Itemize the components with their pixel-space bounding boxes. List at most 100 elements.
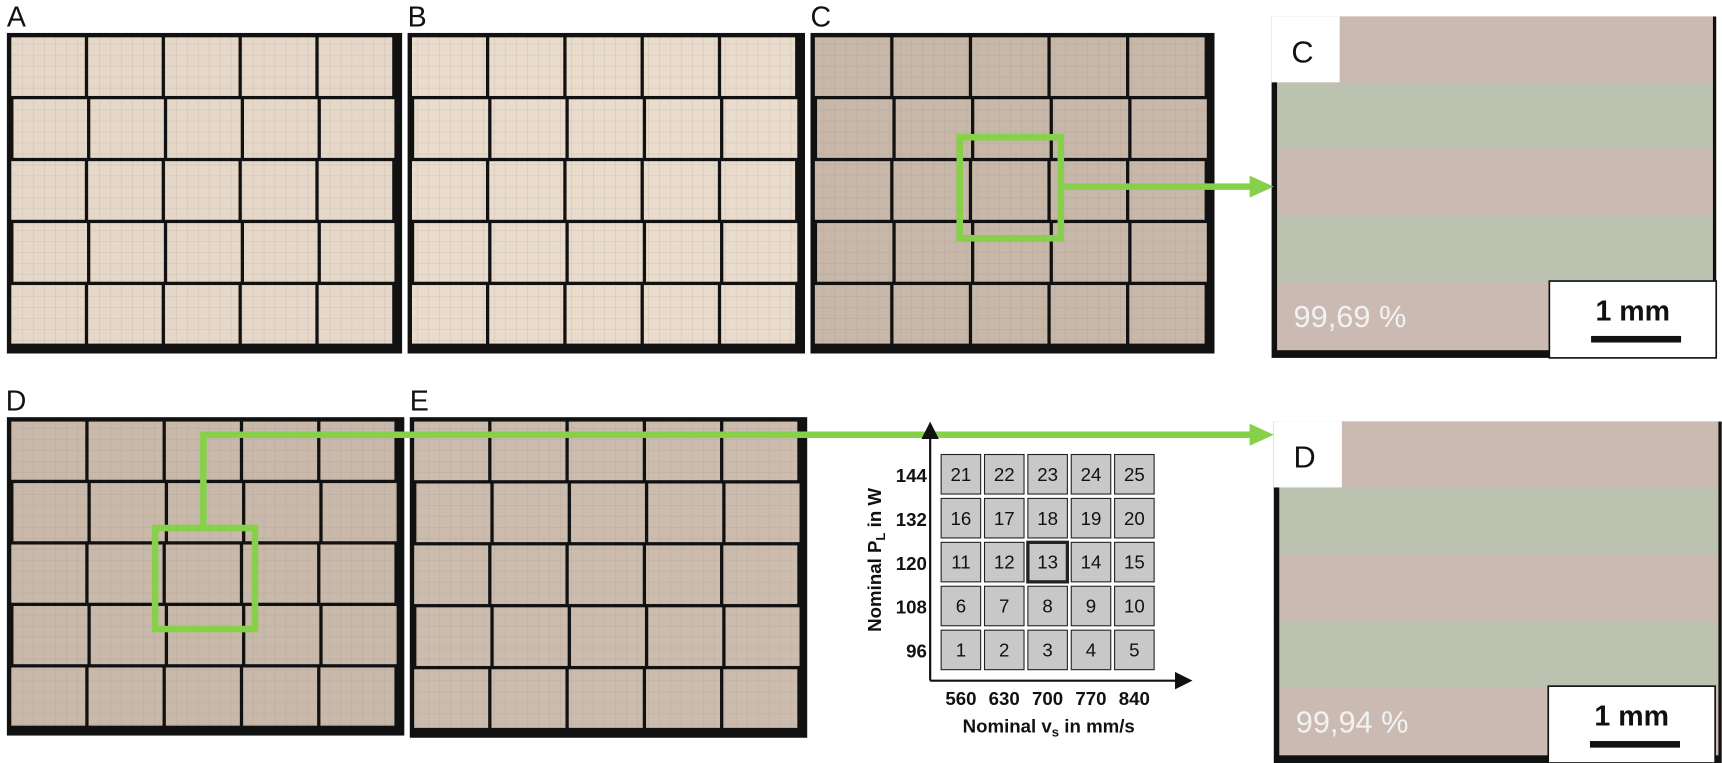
cell-number: 1 xyxy=(956,640,966,661)
tile-texture xyxy=(166,667,240,725)
tile-texture xyxy=(646,545,720,604)
cell-number: 22 xyxy=(994,464,1015,485)
tile-texture xyxy=(494,483,568,542)
tile-texture xyxy=(414,669,488,728)
label-subscript: s xyxy=(1052,725,1059,740)
tile-texture xyxy=(11,37,85,96)
tile-texture xyxy=(723,99,797,158)
cell-number: 11 xyxy=(951,552,970,573)
tile-texture xyxy=(412,161,486,220)
tile-texture xyxy=(974,223,1049,282)
tile-texture xyxy=(11,285,85,344)
cell-number: 2 xyxy=(999,640,1009,661)
tile-texture xyxy=(414,422,488,481)
zoom-band xyxy=(1277,16,1713,84)
tile-texture xyxy=(723,223,797,282)
y-tick-label: 108 xyxy=(896,597,927,618)
tile-texture xyxy=(414,545,488,604)
x-tick-label: 840 xyxy=(1119,688,1150,709)
tile-texture xyxy=(491,99,565,158)
tile-texture xyxy=(893,285,968,344)
tile-texture xyxy=(11,667,85,725)
tile-texture xyxy=(569,223,643,282)
tile-texture xyxy=(11,161,85,220)
tile-texture xyxy=(817,99,892,158)
tile-texture xyxy=(491,422,565,481)
cell-number: 5 xyxy=(1129,640,1139,661)
tile-texture xyxy=(974,99,1049,158)
y-tick-label: 132 xyxy=(896,509,927,530)
tile-texture xyxy=(815,285,890,344)
tile-texture xyxy=(165,161,239,220)
cell-number: 17 xyxy=(994,508,1015,529)
tile-texture xyxy=(567,285,641,344)
scale-bar xyxy=(1591,336,1681,343)
tile-texture xyxy=(648,607,722,666)
label-text: in mm/s xyxy=(1059,715,1135,736)
tile-texture xyxy=(165,285,239,344)
label-text: Nominal v xyxy=(963,715,1053,736)
tile-texture xyxy=(165,37,239,96)
x-axis-label: Nominal vs in mm/s xyxy=(963,715,1135,739)
tile-texture xyxy=(815,161,890,220)
zoom-label: C xyxy=(1291,35,1313,70)
tile-texture xyxy=(491,223,565,282)
tile-texture xyxy=(494,607,568,666)
zoom-band xyxy=(1279,422,1718,490)
tile-texture xyxy=(491,669,565,728)
tile-texture xyxy=(321,99,395,158)
tile-texture xyxy=(416,483,490,542)
density: 99,69 % xyxy=(1294,299,1407,334)
cell-number: 21 xyxy=(951,464,972,485)
page: {"panels":["A","B","C","D","E"], "zooms"… xyxy=(0,0,1722,763)
tile-texture xyxy=(88,285,162,344)
cell-number: 20 xyxy=(1124,508,1145,529)
tile-texture xyxy=(88,161,162,220)
tile-texture xyxy=(646,223,720,282)
tile-texture xyxy=(723,545,797,604)
tile-texture xyxy=(414,99,488,158)
figure: ABCDE C99,69 %1 mmD99,94 %1 mm 212223242… xyxy=(0,0,1722,763)
y-tick-label: 144 xyxy=(896,465,928,486)
cell-number: 14 xyxy=(1081,552,1102,573)
tile-texture xyxy=(569,545,643,604)
tile-texture xyxy=(644,37,718,96)
tile-texture xyxy=(88,37,162,96)
label-text: in W xyxy=(864,488,885,533)
y-tick-label: 96 xyxy=(906,641,927,662)
tile-texture xyxy=(1053,223,1128,282)
panel-label: A xyxy=(7,1,26,33)
tile-texture xyxy=(167,223,241,282)
tile-texture xyxy=(489,37,563,96)
tile-texture xyxy=(89,545,163,603)
zoom-label: D xyxy=(1294,440,1316,475)
tile-texture xyxy=(723,422,797,481)
cell-number: 12 xyxy=(994,552,1015,573)
cell-number: 24 xyxy=(1081,464,1102,485)
cell-number: 9 xyxy=(1086,596,1096,617)
tile-texture xyxy=(1129,161,1204,220)
tile-texture xyxy=(319,285,393,344)
tile-texture xyxy=(569,422,643,481)
parameter-map: 2122232425161718192011121314156789101234… xyxy=(864,426,1188,740)
tile-texture xyxy=(242,285,316,344)
tile-texture xyxy=(319,37,393,96)
tile-texture xyxy=(414,223,488,282)
x-tick-label: 630 xyxy=(989,688,1020,709)
zoom-band xyxy=(1279,621,1718,689)
label-subscript: L xyxy=(873,533,888,541)
tile-texture xyxy=(726,483,800,542)
cell-number: 10 xyxy=(1124,596,1145,617)
y-tick-label: 120 xyxy=(896,553,927,574)
scale-label: 1 mm xyxy=(1596,296,1671,328)
label-text: Nominal P xyxy=(864,541,885,632)
tile-texture xyxy=(320,422,394,480)
scale-label: 1 mm xyxy=(1594,701,1669,733)
tile-texture xyxy=(567,37,641,96)
scale-bar xyxy=(1590,741,1680,748)
tile-texture xyxy=(972,285,1047,344)
zoom-band xyxy=(1279,488,1718,556)
cell-number: 15 xyxy=(1124,552,1145,573)
tile-texture xyxy=(1053,99,1128,158)
tile-texture xyxy=(569,669,643,728)
